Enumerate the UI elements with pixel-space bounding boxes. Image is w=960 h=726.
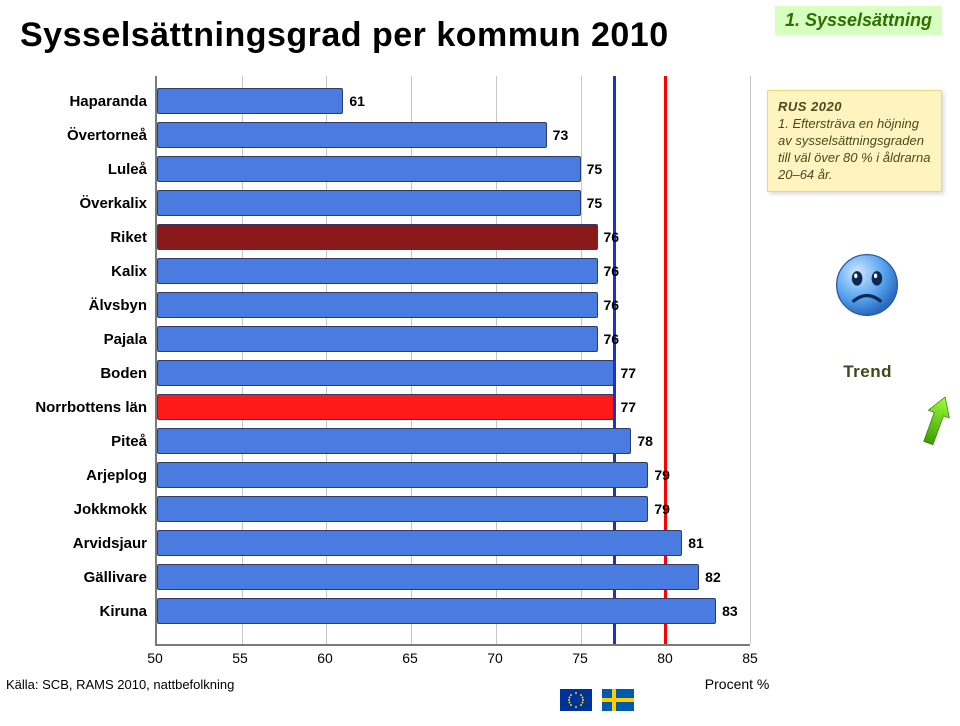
trend-arrow-icon: [922, 394, 950, 452]
x-axis-title: Procent %: [705, 676, 770, 692]
y-label: Arjeplog: [0, 462, 147, 488]
y-label: Riket: [0, 224, 147, 250]
bar-row: 82: [157, 564, 750, 590]
topic-badge: 1. Sysselsättning: [775, 6, 942, 35]
bar-value: 79: [648, 496, 670, 522]
y-label: Gällivare: [0, 564, 147, 590]
bar-value: 77: [614, 394, 636, 420]
trend-label: Trend: [843, 362, 892, 382]
x-tick: 60: [317, 650, 333, 666]
bar-value: 83: [716, 598, 738, 624]
y-label: Norrbottens län: [0, 394, 147, 420]
bar: [157, 428, 631, 454]
x-tick: 80: [657, 650, 673, 666]
y-label: Arvidsjaur: [0, 530, 147, 556]
y-label: Jokkmokk: [0, 496, 147, 522]
grid-line: [750, 76, 751, 644]
y-label: Piteå: [0, 428, 147, 454]
x-tick: 85: [742, 650, 758, 666]
page-title: Sysselsättningsgrad per kommun 2010: [20, 16, 669, 55]
y-label: Överkalix: [0, 190, 147, 216]
bar: [157, 462, 648, 488]
bar-value: 79: [648, 462, 670, 488]
bar-row: 75: [157, 156, 750, 182]
bar: [157, 530, 682, 556]
bar-value: 76: [598, 224, 620, 250]
x-tick: 50: [147, 650, 163, 666]
x-tick: 75: [572, 650, 588, 666]
bar-row: 61: [157, 88, 750, 114]
bar: [157, 156, 581, 182]
bar-value: 76: [598, 326, 620, 352]
y-label: Pajala: [0, 326, 147, 352]
footer-flags: [560, 689, 634, 716]
plot-area: 61 73 75 75 76 76 76 76 77 77 78 79 79 81 82 83: [155, 76, 750, 646]
bar-row: 76: [157, 258, 750, 284]
bar-row: 73: [157, 122, 750, 148]
x-axis-labels: 5055606570758085: [155, 650, 750, 670]
y-label: Kalix: [0, 258, 147, 284]
bar: [157, 564, 699, 590]
bar-row: 83: [157, 598, 750, 624]
note-box: RUS 2020 1. Eftersträva en höjning av sy…: [767, 90, 942, 192]
bar-row: 76: [157, 224, 750, 250]
y-label: Älvsbyn: [0, 292, 147, 318]
bar-value: 76: [598, 292, 620, 318]
bar-value: 75: [581, 156, 603, 182]
y-label: Kiruna: [0, 598, 147, 624]
note-title: RUS 2020: [778, 99, 931, 116]
x-tick: 70: [487, 650, 503, 666]
x-tick: 65: [402, 650, 418, 666]
bar-value: 73: [547, 122, 569, 148]
bar: [157, 224, 598, 250]
eu-flag-icon: [560, 689, 592, 716]
bar-value: 61: [343, 88, 365, 114]
bar-value: 77: [614, 360, 636, 386]
bar: [157, 598, 716, 624]
bar: [157, 394, 614, 420]
y-label-column: Haparanda Övertorneå Luleå Överkalix Riket Ka…: [0, 76, 155, 646]
y-label: Haparanda: [0, 88, 147, 114]
sad-face-icon: [834, 252, 900, 318]
bar: [157, 258, 598, 284]
bar-value: 81: [682, 530, 704, 556]
y-label: Övertorneå: [0, 122, 147, 148]
bar-row: 78: [157, 428, 750, 454]
bar-row: 79: [157, 496, 750, 522]
bar-row: 77: [157, 360, 750, 386]
source-text: Källa: SCB, RAMS 2010, nattbefolkning: [6, 677, 234, 692]
bar-row: 76: [157, 326, 750, 352]
bar-row: 75: [157, 190, 750, 216]
sweden-flag-icon: [602, 689, 634, 716]
bar: [157, 360, 614, 386]
x-tick: 55: [232, 650, 248, 666]
bar: [157, 326, 598, 352]
bar-value: 82: [699, 564, 721, 590]
bar-row: 77: [157, 394, 750, 420]
bar-row: 76: [157, 292, 750, 318]
bar-value: 78: [631, 428, 653, 454]
y-label: Boden: [0, 360, 147, 386]
bar: [157, 292, 598, 318]
bar-row: 79: [157, 462, 750, 488]
bar-value: 76: [598, 258, 620, 284]
bar: [157, 122, 547, 148]
bar: [157, 190, 581, 216]
note-text: 1. Eftersträva en höjning av sysselsättn…: [778, 116, 931, 184]
bar-value: 75: [581, 190, 603, 216]
y-label: Luleå: [0, 156, 147, 182]
bar: [157, 88, 343, 114]
bar: [157, 496, 648, 522]
bar-row: 81: [157, 530, 750, 556]
